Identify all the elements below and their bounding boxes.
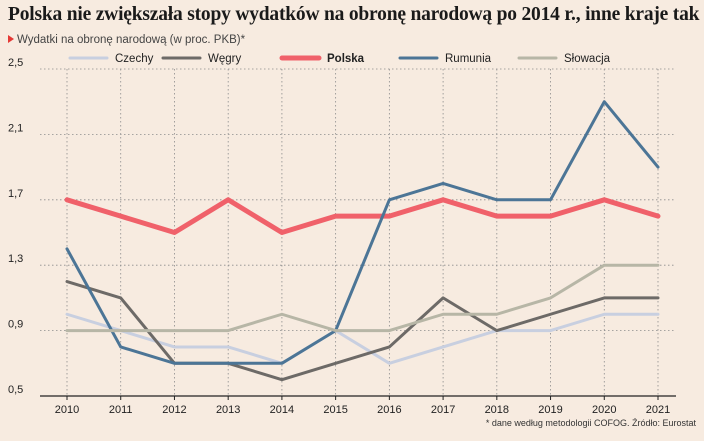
x-tick-label: 2018 — [485, 404, 509, 416]
x-tick-label: 2021 — [646, 404, 670, 416]
x-tick-label: 2012 — [162, 404, 186, 416]
y-tick-label: 0,9 — [8, 319, 23, 331]
legend-label: Węgry — [208, 53, 241, 65]
x-tick-label: 2014 — [270, 404, 294, 416]
legend-label: Czechy — [115, 53, 154, 65]
x-tick-label: 2016 — [377, 404, 401, 416]
series-line-słowacja — [65, 263, 660, 333]
series-line-rumunia — [65, 100, 660, 365]
legend-label: Słowacja — [564, 53, 611, 65]
y-tick-label: 0,5 — [8, 384, 23, 396]
chart-subtitle: Wydatki na obronę narodową (w proc. PKB)… — [8, 34, 245, 46]
x-tick-label: 2017 — [431, 404, 455, 416]
x-tick-label: 2013 — [216, 404, 240, 416]
series-line-polska — [64, 197, 661, 235]
y-tick-label: 1,7 — [8, 188, 23, 200]
source-footnote: * dane według metodologii COFOG. Źródło:… — [485, 418, 696, 428]
triangle-marker-icon — [8, 35, 14, 43]
x-tick-label: 2015 — [323, 404, 347, 416]
chart-title: Polska nie zwiększała stopy wydatków na … — [8, 4, 700, 25]
x-tick-label: 2011 — [109, 404, 133, 416]
legend-label: Polska — [327, 53, 365, 65]
x-tick-label: 2010 — [55, 404, 79, 416]
legend-label: Rumunia — [445, 53, 492, 65]
y-tick-label: 1,3 — [8, 253, 23, 265]
chart-subtitle-text: Wydatki na obronę narodową (w proc. PKB)… — [17, 34, 246, 46]
x-tick-label: 2020 — [592, 404, 616, 416]
y-tick-label: 2,5 — [8, 57, 23, 69]
series-line-czechy — [65, 312, 660, 365]
series-line-węgry — [65, 280, 660, 382]
x-tick-label: 2019 — [538, 404, 562, 416]
y-tick-label: 2,1 — [8, 122, 23, 134]
